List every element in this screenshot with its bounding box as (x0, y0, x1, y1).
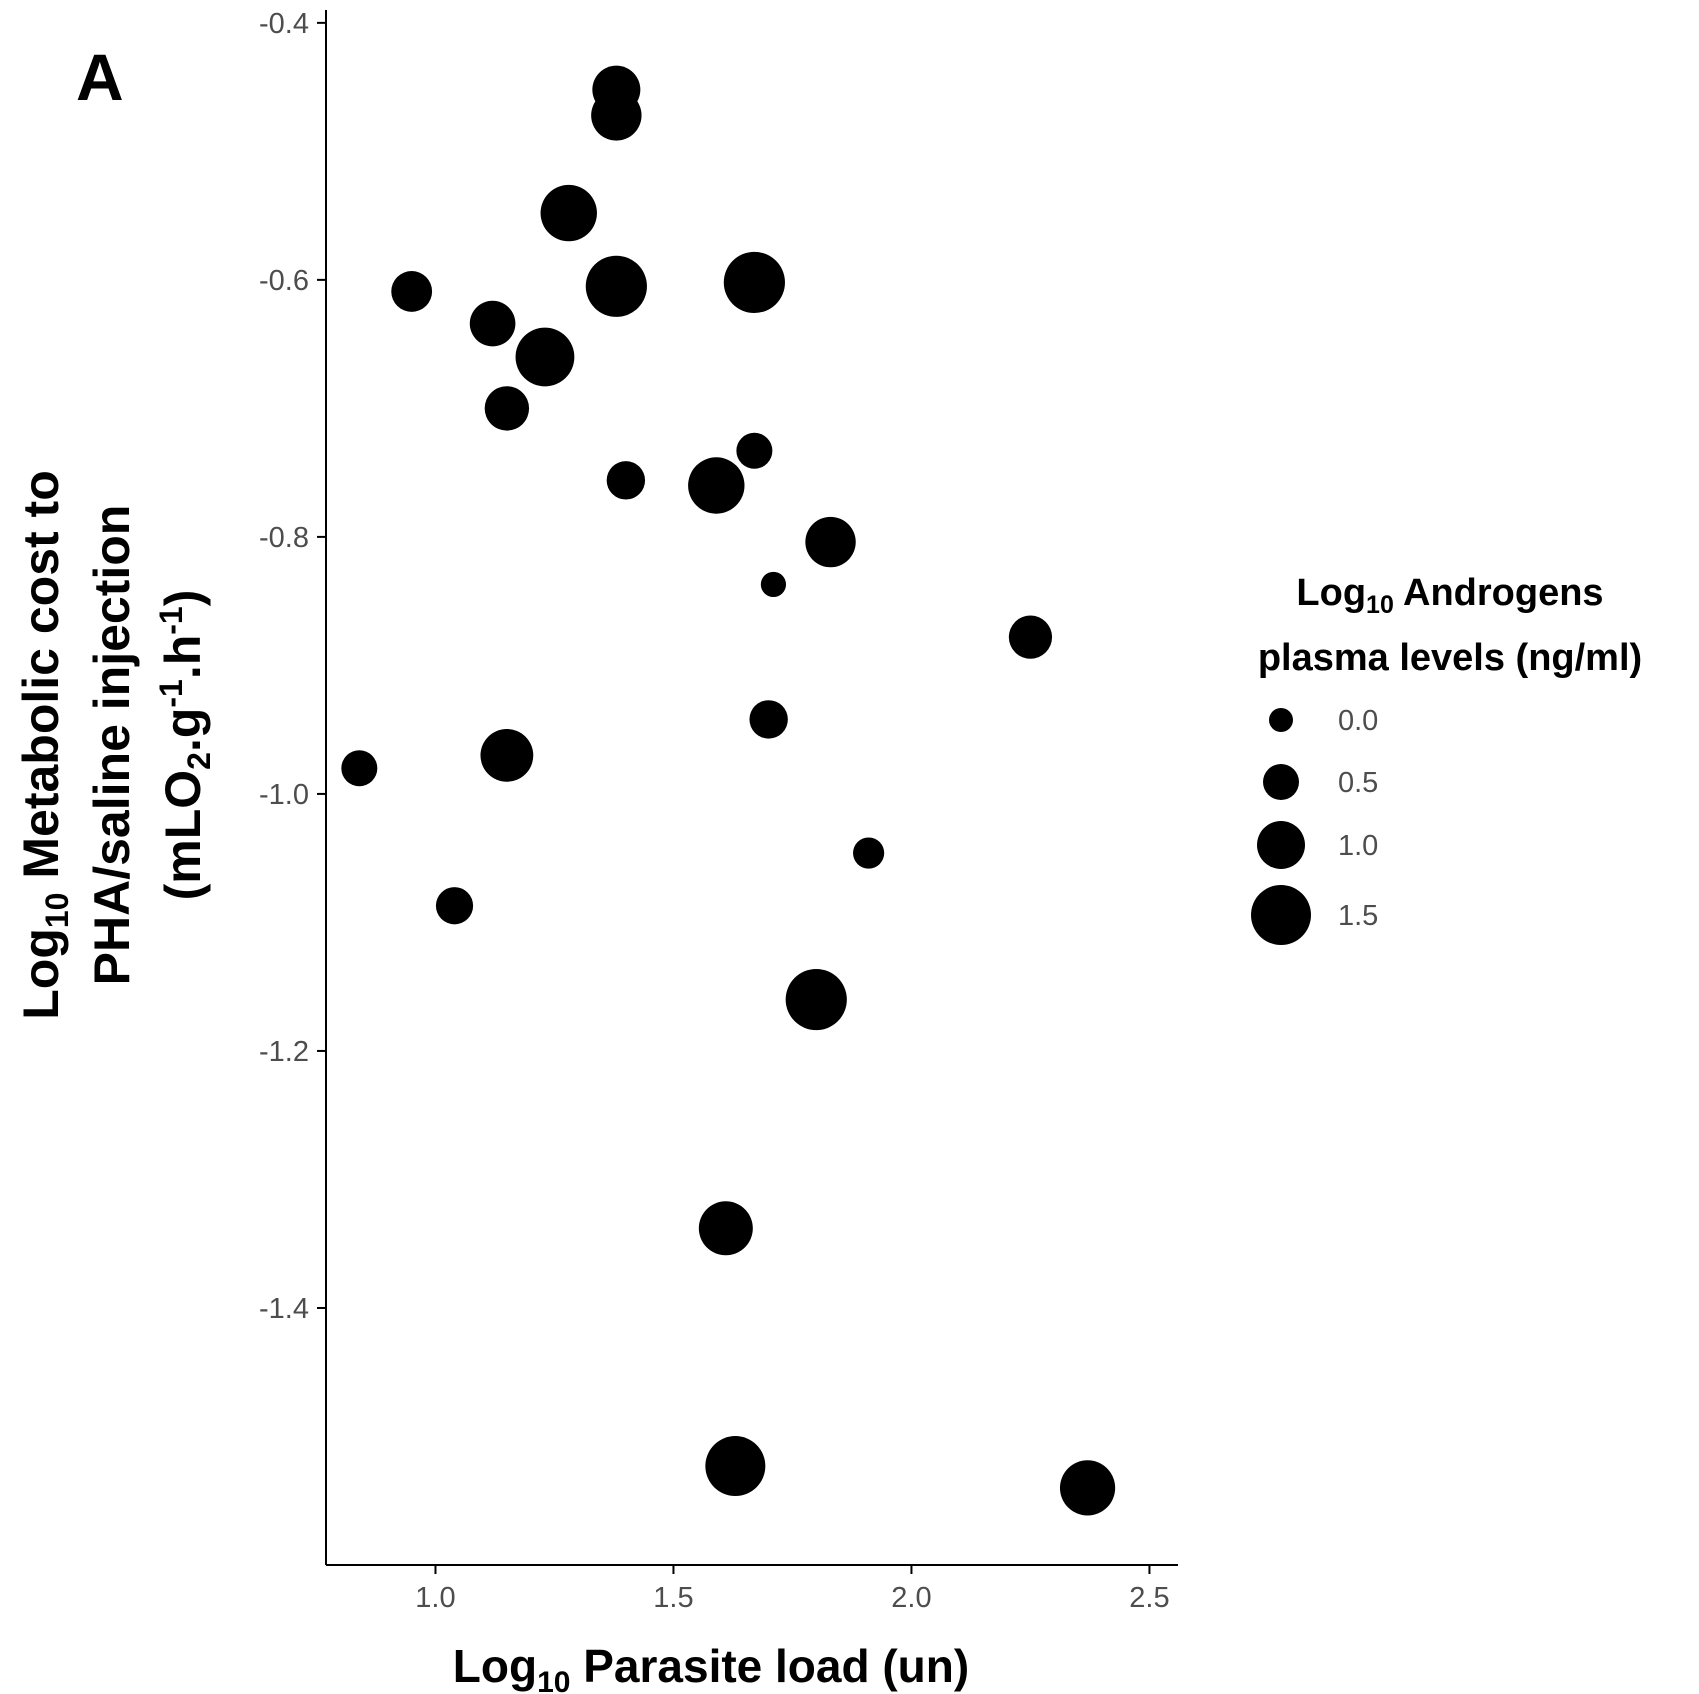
x-tick-label: 1.5 (653, 1582, 693, 1614)
legend-items: 0.0 0.5 1.0 1.5 (1251, 705, 1378, 945)
y-tick-label: -0.8 (259, 522, 309, 554)
size-legend: Log10 Androgens plasma levels (ng/ml) 0.… (1251, 572, 1642, 945)
points-layer (341, 65, 1116, 1516)
x-tick-label: 2.5 (1129, 1582, 1169, 1614)
data-point (591, 90, 642, 141)
data-point (723, 251, 785, 314)
y-tick-label: -1.0 (259, 779, 309, 811)
legend-label: 1.5 (1338, 900, 1378, 932)
legend-label: 0.5 (1338, 767, 1378, 799)
panel-label: A (76, 40, 124, 114)
data-point (585, 255, 647, 317)
data-point (480, 728, 534, 782)
data-point (736, 432, 773, 469)
y-axis-title-line2: PHA/saline injection (84, 505, 140, 986)
y-tick-label: -1.2 (259, 1036, 309, 1068)
data-point (760, 571, 787, 598)
legend-key (1251, 885, 1311, 945)
x-tick-label: 2.0 (891, 1582, 931, 1614)
legend-label: 0.0 (1338, 705, 1378, 737)
data-point (749, 700, 788, 739)
data-point (853, 837, 885, 869)
data-point (469, 300, 516, 347)
data-point (805, 516, 856, 568)
data-point (341, 750, 378, 787)
legend-key (1269, 708, 1293, 732)
data-point (785, 968, 847, 1031)
data-point (515, 327, 575, 387)
y-tick-label: -0.6 (259, 265, 309, 297)
data-point (435, 887, 474, 925)
y-tick-label: -0.4 (259, 8, 309, 40)
data-point (705, 1436, 766, 1497)
legend-key (1263, 764, 1299, 800)
legend-key (1257, 821, 1305, 869)
data-point (688, 457, 745, 514)
data-point (1008, 615, 1053, 659)
data-point (1059, 1460, 1116, 1516)
x-axis-title: Log10 Parasite load (un) (453, 1640, 969, 1694)
data-point (606, 461, 646, 500)
data-point (540, 184, 597, 242)
legend-title-line1: Log10 Androgens (1296, 572, 1603, 619)
x-axis-ticks: 1.0 1.5 2.0 2.5 (415, 1565, 1170, 1614)
y-axis-title-line1: Log10 Metabolic cost to (13, 470, 75, 1020)
y-tick-label: -1.4 (259, 1293, 309, 1325)
data-point (391, 271, 433, 312)
legend-label: 1.0 (1338, 830, 1378, 862)
x-tick-label: 1.0 (415, 1582, 455, 1614)
legend-title-line2: plasma levels (ng/ml) (1258, 637, 1642, 679)
y-axis-ticks: -0.4 -0.6 -0.8 -1.0 -1.2 -1.4 (259, 8, 326, 1325)
data-point (484, 386, 530, 431)
y-axis-title-line3: (mLO2.g-1.h-1) (153, 590, 217, 901)
y-axis-title: Log10 Metabolic cost to PHA/saline injec… (13, 470, 217, 1020)
data-point (698, 1201, 753, 1256)
